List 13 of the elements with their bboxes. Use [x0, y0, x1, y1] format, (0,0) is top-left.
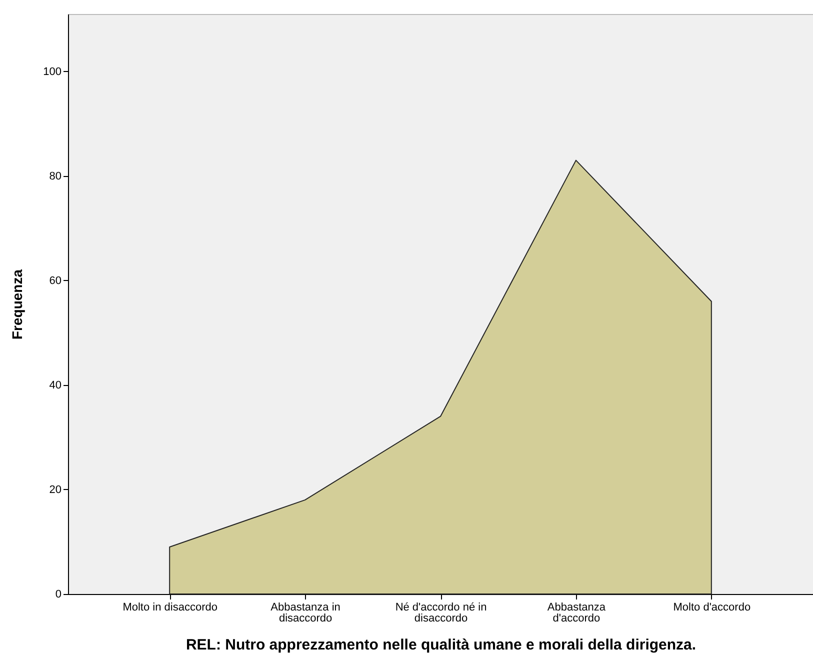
x-tick-label: Molto in disaccordo — [122, 602, 218, 614]
y-tick-label: 60 — [49, 274, 62, 287]
y-tick-label: 40 — [49, 379, 62, 392]
y-axis-title: Frequenza — [9, 269, 26, 340]
x-tick-label: Né d'accordo né in disaccordo — [395, 602, 487, 624]
x-tick-label: Abbastanza d'accordo — [547, 602, 606, 624]
y-tick-label: 80 — [49, 170, 62, 182]
x-tick-label: Abbastanza in disaccordo — [270, 602, 340, 624]
x-tick-label: Molto d'accordo — [673, 602, 751, 614]
x-axis-title: REL: Nutro apprezzamento nelle qualità umane e morali della dirigenza. — [186, 636, 696, 654]
y-tick-label: 0 — [55, 588, 62, 600]
y-tick-label: 20 — [49, 484, 62, 496]
y-tick-label: 100 — [43, 66, 62, 78]
